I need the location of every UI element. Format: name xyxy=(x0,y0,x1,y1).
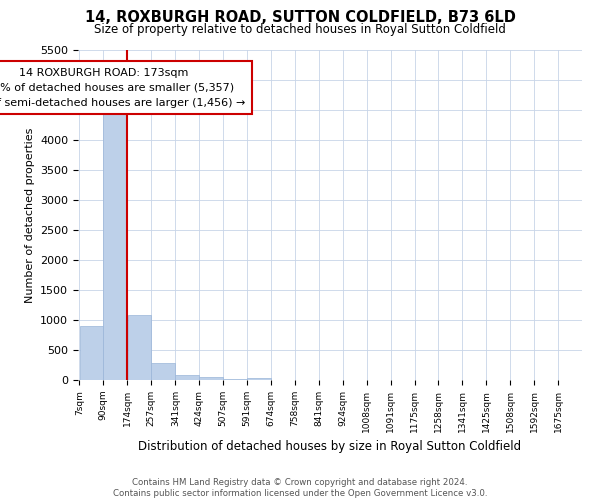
Bar xyxy=(199,377,223,380)
Bar xyxy=(175,374,199,380)
Y-axis label: Number of detached properties: Number of detached properties xyxy=(25,128,35,302)
Text: 14, ROXBURGH ROAD, SUTTON COLDFIELD, B73 6LD: 14, ROXBURGH ROAD, SUTTON COLDFIELD, B73… xyxy=(85,10,515,25)
Bar xyxy=(223,379,247,380)
Text: Contains HM Land Registry data © Crown copyright and database right 2024.
Contai: Contains HM Land Registry data © Crown c… xyxy=(113,478,487,498)
Bar xyxy=(128,315,151,380)
Bar xyxy=(80,326,103,380)
X-axis label: Distribution of detached houses by size in Royal Sutton Coldfield: Distribution of detached houses by size … xyxy=(139,440,521,453)
Bar xyxy=(103,107,127,380)
Bar xyxy=(247,378,271,380)
Text: 14 ROXBURGH ROAD: 173sqm
← 78% of detached houses are smaller (5,357)
21% of sem: 14 ROXBURGH ROAD: 173sqm ← 78% of detach… xyxy=(0,68,245,108)
Bar xyxy=(151,362,175,380)
Text: Size of property relative to detached houses in Royal Sutton Coldfield: Size of property relative to detached ho… xyxy=(94,22,506,36)
